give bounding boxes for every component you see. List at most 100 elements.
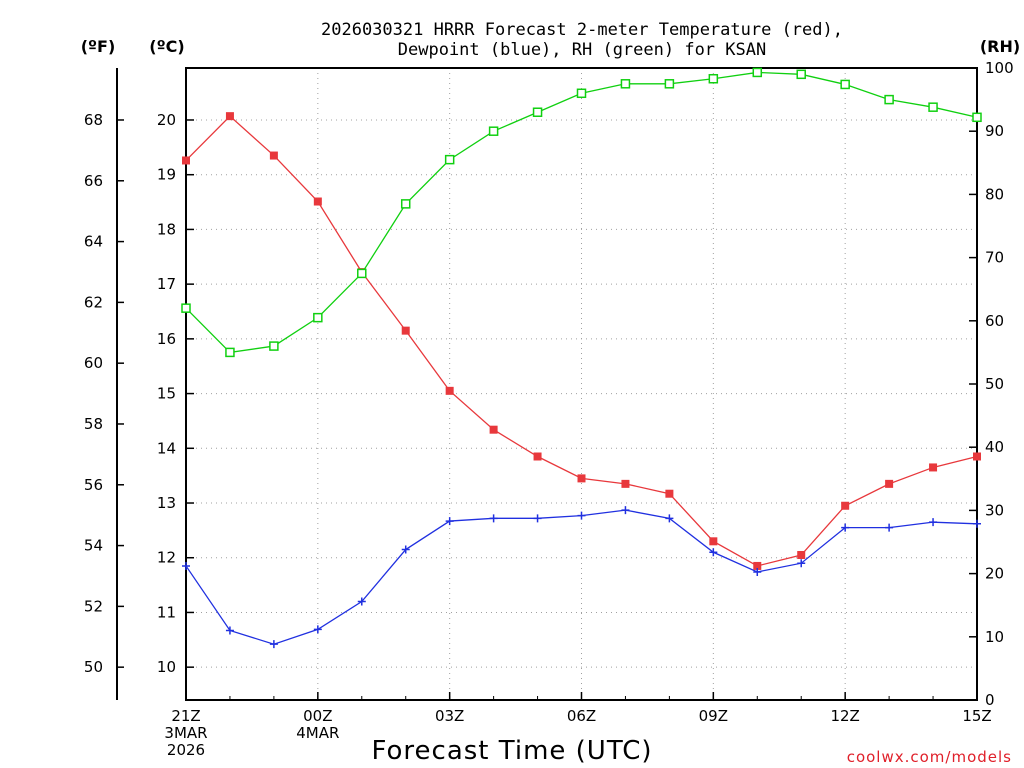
- dewpoint-point: [621, 506, 630, 515]
- rh-point: [708, 73, 719, 84]
- celsius-tick-label: 13: [157, 494, 176, 512]
- temperature-point: [841, 501, 850, 510]
- rh-point: [840, 79, 850, 90]
- rh-point: [400, 199, 411, 209]
- x-tick-label: 03Z: [435, 707, 464, 725]
- rh-tick-label: 60: [985, 312, 1004, 330]
- celsius-tick-label: 18: [157, 220, 176, 238]
- rh-tick-label: 40: [985, 438, 1004, 456]
- dewpoint-point: [577, 511, 586, 520]
- temperature-point: [489, 425, 498, 434]
- temperature-point: [797, 550, 806, 559]
- rh-point: [181, 303, 191, 313]
- dewpoint-point: [929, 518, 938, 527]
- temperature-point: [665, 489, 674, 498]
- dewpoint-point: [973, 519, 981, 528]
- temperature-point: [269, 151, 278, 160]
- celsius-tick-label: 12: [157, 549, 176, 567]
- celsius-axis-unit: (ºC): [149, 37, 184, 56]
- dewpoint-point: [182, 561, 190, 570]
- chart-title-line2: Dewpoint (blue), RH (green) for KSAN: [398, 40, 766, 60]
- dewpoint-point: [797, 559, 806, 568]
- dewpoint-point: [357, 597, 366, 606]
- temperature-point: [885, 479, 894, 488]
- x-tick-label: 12Z: [830, 707, 859, 725]
- temperature-point: [621, 479, 630, 488]
- temperature-point: [182, 156, 190, 165]
- rh-tick-label: 80: [985, 185, 1004, 203]
- rh-point: [972, 112, 982, 123]
- dewpoint-point: [885, 523, 894, 532]
- fahrenheit-axis-unit: (ºF): [81, 37, 116, 56]
- x-tick-label: 15Z: [962, 707, 991, 725]
- rh-point: [357, 268, 367, 279]
- dewpoint-point: [313, 625, 322, 634]
- rh-point: [752, 67, 763, 78]
- rh-tick-label: 100: [985, 59, 1014, 77]
- grid-lines: [186, 68, 977, 700]
- rh-tick-label: 90: [985, 122, 1004, 140]
- rh-tick-label: 30: [985, 501, 1004, 519]
- rh-point: [532, 107, 543, 117]
- fahrenheit-tick-label: 60: [84, 354, 103, 372]
- x-tick-label: 2026: [167, 741, 205, 759]
- rh-tick-label: 20: [985, 565, 1004, 583]
- temperature-point: [401, 326, 410, 335]
- chart-title-line1: 2026030321 HRRR Forecast 2-meter Tempera…: [321, 20, 843, 40]
- temperature-series: [182, 112, 981, 570]
- fahrenheit-tick-label: 58: [84, 415, 103, 433]
- x-axis-label: Forecast Time (UTC): [371, 736, 652, 766]
- dewpoint-point: [665, 514, 674, 523]
- rh-tick-label: 0: [985, 691, 995, 709]
- dewpoint-point: [401, 545, 410, 554]
- temperature-point: [973, 452, 981, 461]
- temperature-point: [225, 112, 234, 121]
- fahrenheit-tick-label: 66: [84, 172, 103, 190]
- dewpoint-point: [753, 567, 762, 576]
- fahrenheit-tick-label: 50: [84, 658, 103, 676]
- fahrenheit-tick-label: 52: [84, 597, 103, 615]
- rh-tick-label: 10: [985, 628, 1004, 646]
- rh-point: [313, 312, 323, 323]
- dewpoint-point: [445, 517, 454, 526]
- rh-point: [620, 79, 631, 89]
- temperature-point: [753, 561, 762, 570]
- celsius-tick-label: 17: [157, 275, 176, 293]
- x-tick-label: 00Z: [303, 707, 332, 725]
- x-tick-label: 09Z: [699, 707, 728, 725]
- x-tick-label: 4MAR: [296, 724, 339, 742]
- dewpoint-point: [489, 514, 498, 523]
- rh-series: [181, 67, 982, 358]
- dewpoint-point: [533, 514, 542, 523]
- rh-tick-label: 50: [985, 375, 1004, 393]
- dewpoint-point: [841, 523, 850, 532]
- rh-point: [884, 94, 894, 105]
- rh-point: [225, 347, 235, 358]
- rh-point: [444, 154, 455, 165]
- celsius-tick-label: 14: [157, 439, 176, 457]
- credit-text: coolwx.com/models: [847, 748, 1012, 766]
- temperature-point: [445, 386, 454, 395]
- temperature-point: [709, 537, 718, 546]
- fahrenheit-tick-label: 56: [84, 476, 103, 494]
- celsius-tick-label: 11: [157, 603, 176, 621]
- rh-point: [269, 341, 279, 351]
- celsius-tick-label: 15: [157, 385, 176, 403]
- temperature-point: [533, 452, 542, 461]
- dewpoint-series: [182, 506, 981, 649]
- temperature-point: [313, 197, 322, 206]
- celsius-tick-label: 20: [157, 111, 176, 129]
- rh-line: [185, 71, 978, 354]
- temperature-point: [929, 463, 938, 472]
- fahrenheit-tick-label: 62: [84, 293, 103, 311]
- x-tick-label: 06Z: [567, 707, 596, 725]
- dewpoint-point: [225, 626, 234, 635]
- celsius-tick-label: 10: [157, 658, 176, 676]
- celsius-tick-label: 16: [157, 330, 176, 348]
- x-tick-label: 21Z: [171, 707, 200, 725]
- fahrenheit-tick-label: 54: [84, 537, 103, 555]
- rh-point: [576, 88, 587, 99]
- rh-point: [796, 69, 806, 80]
